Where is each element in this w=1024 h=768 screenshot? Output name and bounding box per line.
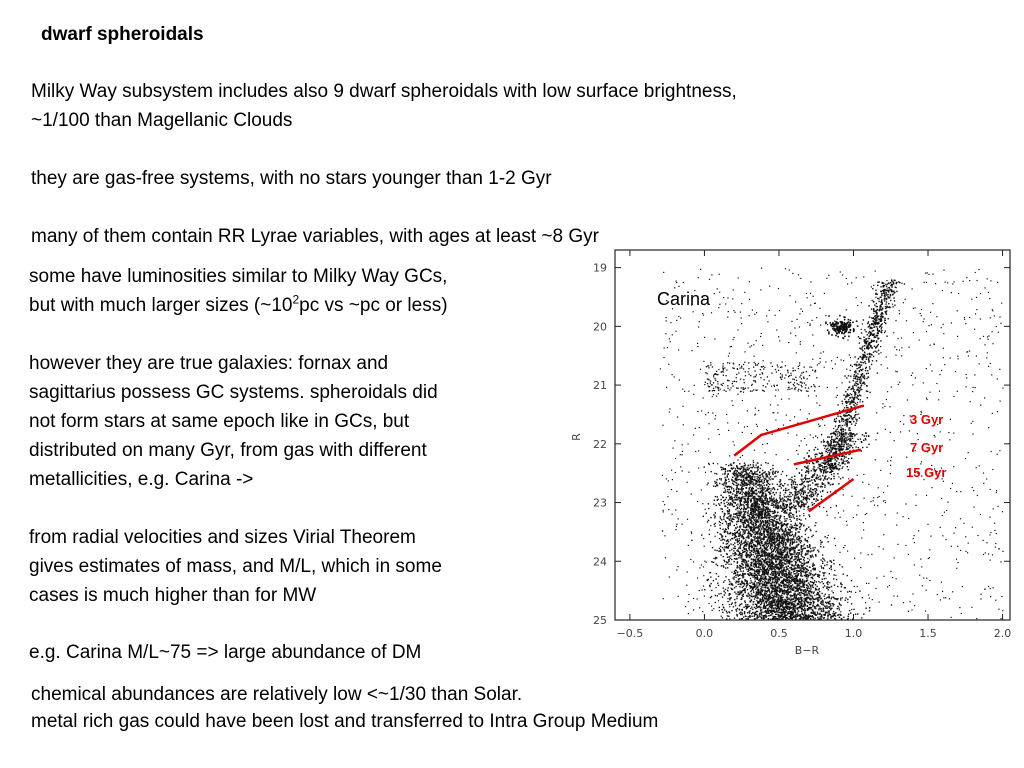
virial-line-2: gives estimates of mass, and M/L, which … xyxy=(29,556,442,577)
x-axis-label: B−R xyxy=(795,644,820,657)
x-tick-label: 1.0 xyxy=(845,627,863,640)
luminosity-line-2-post: pc vs ~pc or less) xyxy=(299,295,448,316)
galaxies-line-3: not form stars at same epoch like in GCs… xyxy=(29,411,410,432)
slide-title: dwarf spheroidals xyxy=(41,24,204,45)
galaxies-line-1: however they are true galaxies: fornax a… xyxy=(29,353,389,374)
carina-cmd-plot: −0.5 0.0 0.5 1.0 1.5 2.0 19 20 21 22 23 24 25 3 Gyr 7… xyxy=(570,249,1011,657)
isochrone-label: 7 Gyr xyxy=(910,440,943,455)
x-tick-label: 1.5 xyxy=(919,627,937,640)
x-tick-label: −0.5 xyxy=(617,627,644,640)
intro-line-2: ~1/100 than Magellanic Clouds xyxy=(31,110,293,131)
x-tick-label: 0.0 xyxy=(696,627,714,640)
galaxies-line-2: sagittarius possess GC systems. spheroid… xyxy=(29,382,438,403)
isochrone-label: 3 Gyr xyxy=(910,412,943,427)
x-tick-label: 2.0 xyxy=(994,627,1012,640)
carina-cmd-figure: −0.5 0.0 0.5 1.0 1.5 2.0 19 20 21 22 23 24 25 3 Gyr 7… xyxy=(560,240,1020,660)
axis-ticks: −0.5 0.0 0.5 1.0 1.5 2.0 19 20 21 22 23 24 25 xyxy=(593,250,1011,640)
gas-free-text: they are gas-free systems, with no stars… xyxy=(31,168,552,189)
isochrone-line xyxy=(808,477,855,513)
rr-lyrae-text: many of them contain RR Lyrae variables,… xyxy=(31,226,599,247)
virial-line-3: cases is much higher than for MW xyxy=(29,585,317,606)
chemical-line-1: chemical abundances are relatively low <… xyxy=(31,684,523,705)
chart-title: Carina xyxy=(657,289,711,309)
star-points xyxy=(659,267,1004,621)
isochrone-line xyxy=(793,448,862,466)
isochrone-label: 15 Gyr xyxy=(906,465,946,480)
virial-line-1: from radial velocities and sizes Virial … xyxy=(29,527,416,548)
intro-line-1: Milky Way subsystem includes also 9 dwar… xyxy=(31,81,737,102)
carina-ml-text: e.g. Carina M/L~75 => large abundance of… xyxy=(29,642,422,663)
y-tick-label: 24 xyxy=(593,555,607,568)
galaxies-line-4: distributed on many Gyr, from gas with d… xyxy=(29,440,427,461)
y-tick-label: 21 xyxy=(593,379,607,392)
x-tick-label: 0.5 xyxy=(770,627,788,640)
isochrone-line xyxy=(733,404,865,457)
luminosity-line-2: but with much larger sizes (~102pc vs ~p… xyxy=(29,291,448,320)
y-tick-label: 22 xyxy=(593,438,607,451)
isochrone-lines: 3 Gyr 7 Gyr 15 Gyr xyxy=(733,404,946,513)
y-tick-label: 23 xyxy=(593,497,607,510)
chemical-line-2: metal rich gas could have been lost and … xyxy=(31,711,659,732)
plot-frame xyxy=(614,249,1011,621)
y-tick-label: 20 xyxy=(593,320,607,333)
luminosity-line-2-pre: but with much larger sizes (~10 xyxy=(29,295,293,316)
y-tick-label: 19 xyxy=(593,262,607,275)
luminosity-line-1: some have luminosities similar to Milky … xyxy=(29,266,448,287)
galaxies-line-5: metallicities, e.g. Carina -> xyxy=(29,469,254,490)
luminosity-exponent: 2 xyxy=(292,292,300,307)
y-tick-label: 25 xyxy=(593,614,607,627)
y-axis-label: R xyxy=(570,433,583,441)
